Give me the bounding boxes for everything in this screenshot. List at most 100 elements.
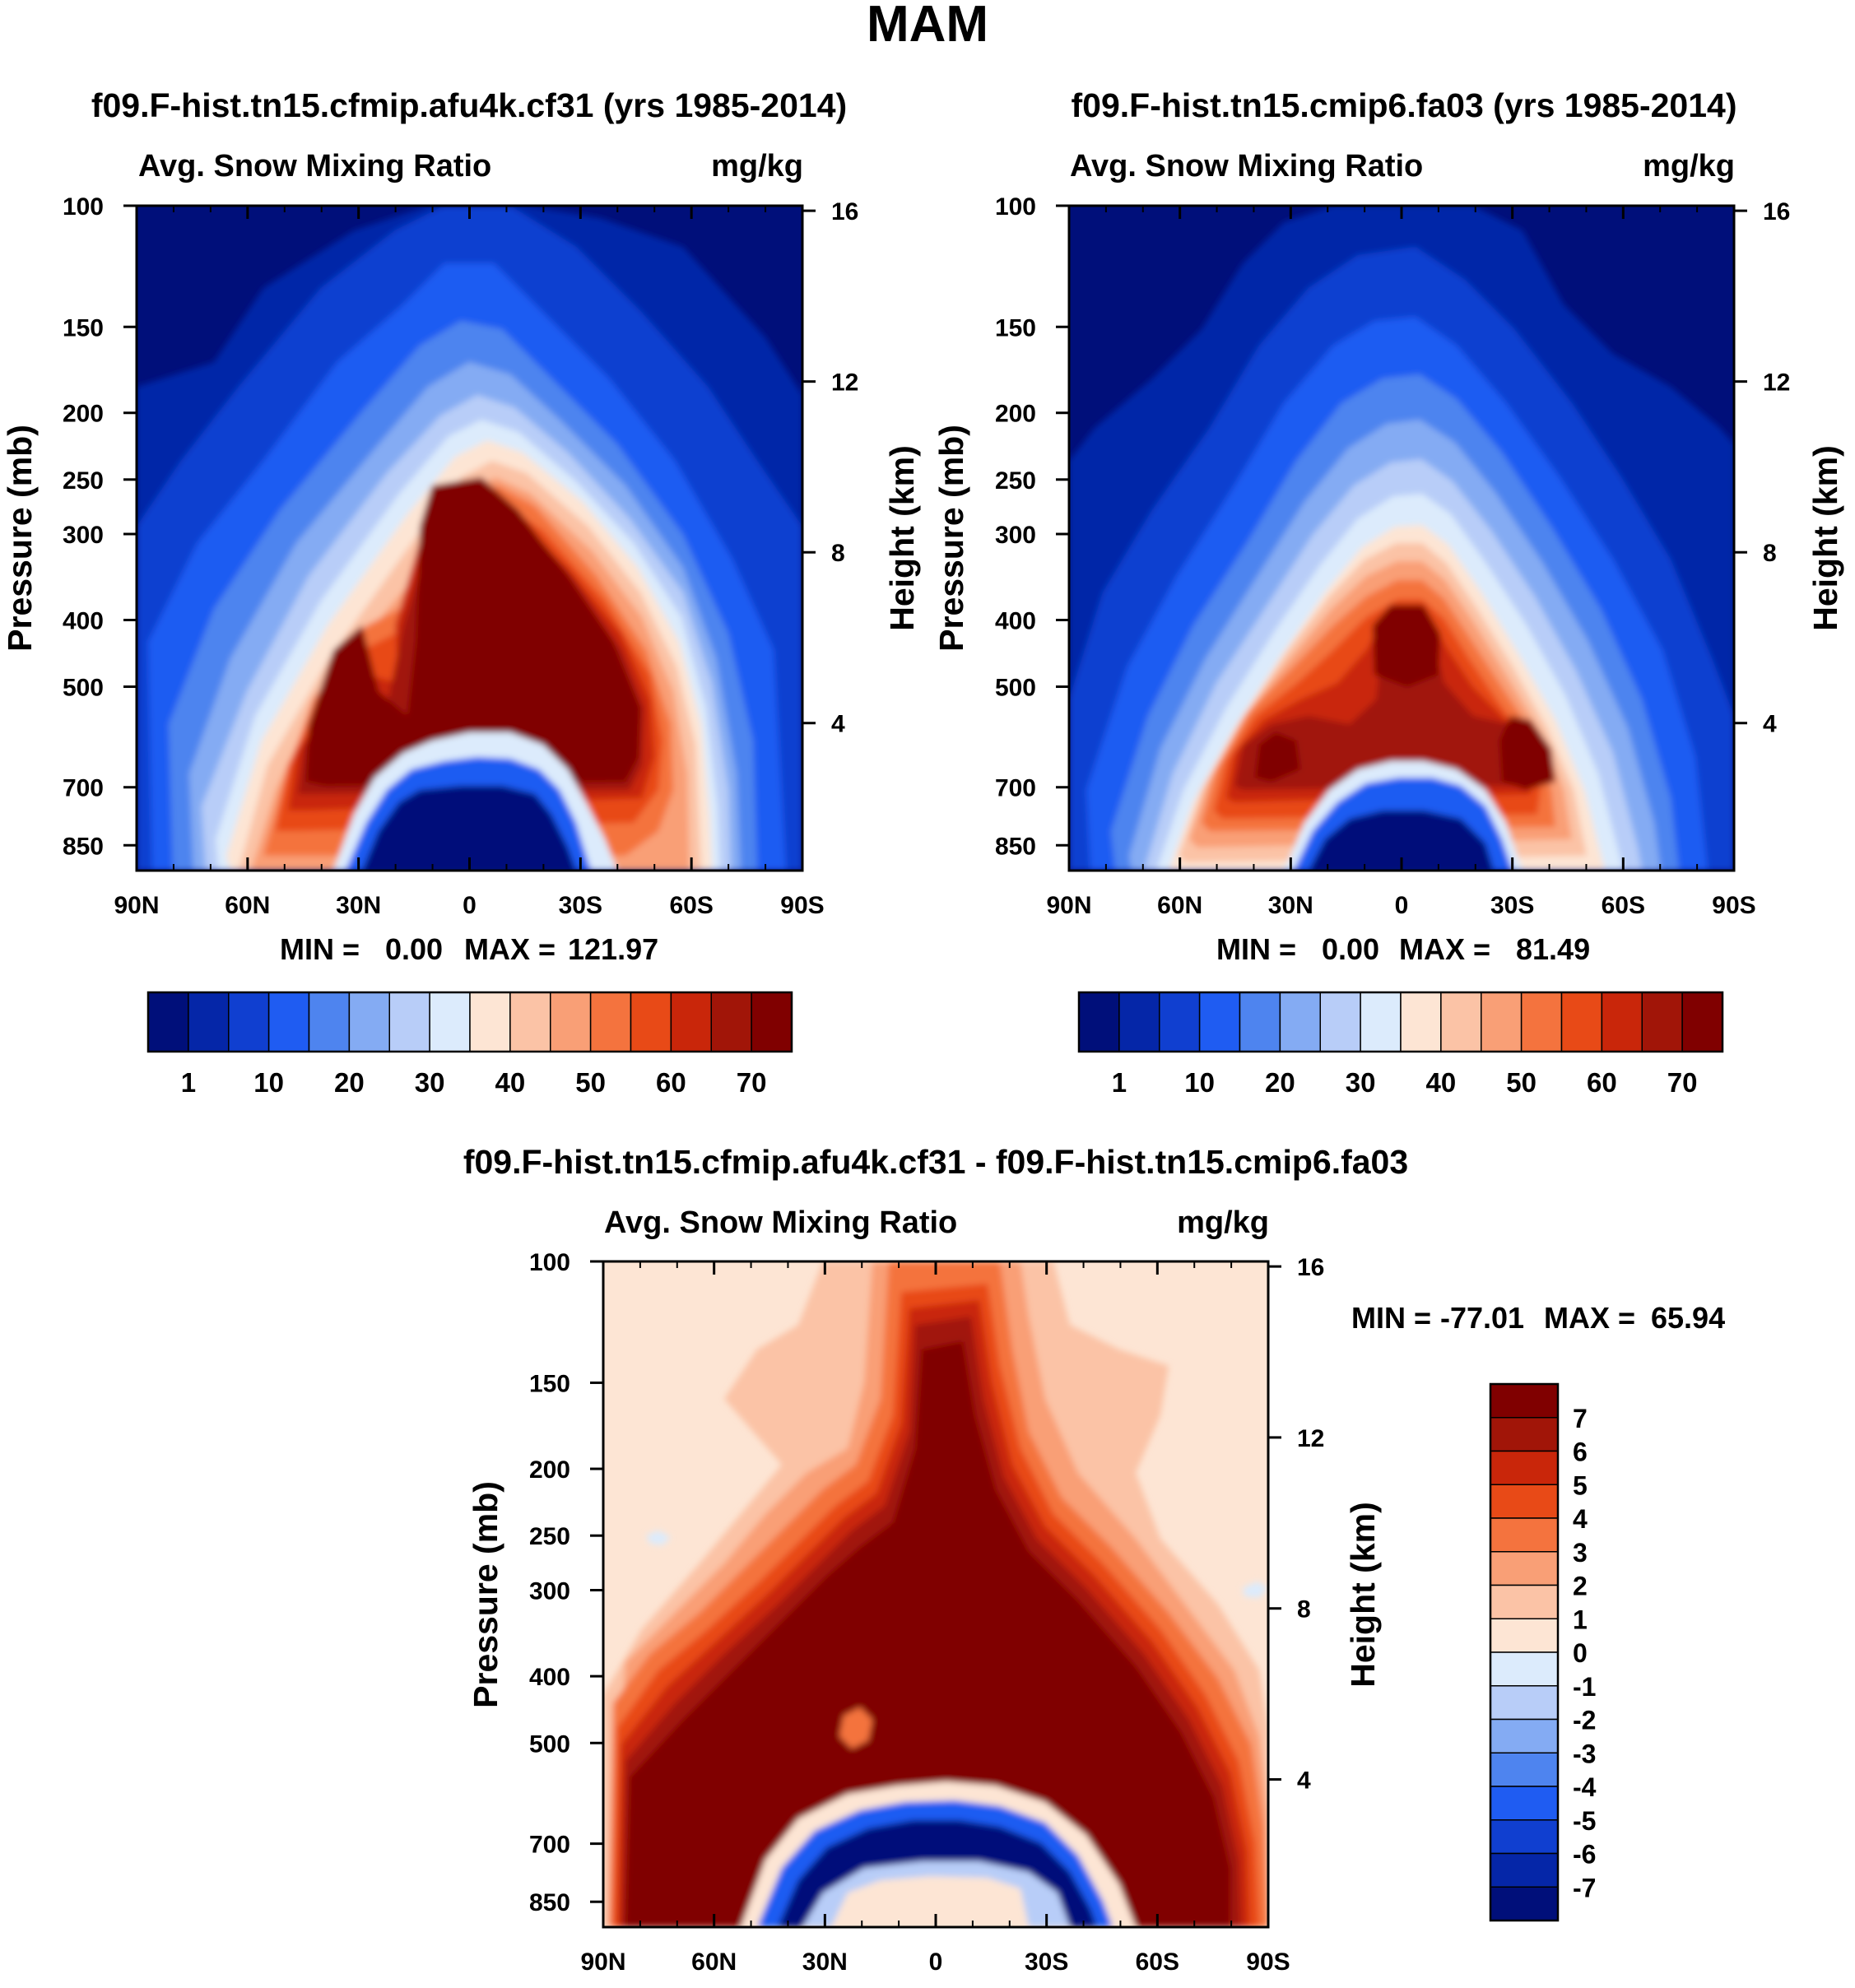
y-pressure-tick-label: 250 [995,467,1036,495]
panel-diff-title: f09.F-hist.tn15.cfmip.afu4k.cf31 - f09.F… [463,1143,1408,1181]
colorbar-label: 0 [1573,1638,1588,1668]
panel-1-colorbar: 1 10 20 30 40 50 60 70 [146,991,793,1098]
figure-title: MAM [867,0,988,53]
panel-1-plot-area [137,206,802,871]
y-height-tick-label: 4 [1763,711,1777,738]
colorbar-swatch [1681,992,1723,1052]
panel-diff-min-value: -77.01 [1440,1301,1524,1335]
panel-1-y-axis-label: Pressure (mb) [1,425,39,652]
y-pressure-tick-label: 100 [529,1249,570,1276]
panel-diff-y-axis-right-label: Height (km) [1344,1502,1382,1688]
colorbar-swatch [1490,1584,1559,1619]
colorbar-label: -4 [1573,1772,1597,1802]
colorbar-swatch [1601,992,1643,1052]
colorbar-swatch [1490,1484,1559,1519]
panel-diff-max-value: 65.94 [1651,1301,1725,1335]
y-pressure-tick-label: 400 [529,1664,570,1691]
y-pressure-tick-label: 400 [63,607,104,634]
colorbar-label: 70 [1667,1067,1698,1098]
colorbar-swatch [630,992,672,1052]
colorbar-swatch [1159,992,1201,1052]
colorbar-swatch [1481,992,1523,1052]
panel-diff-plot-area [603,1261,1268,1927]
colorbar-label: -3 [1573,1739,1596,1768]
x-tick-label: 0 [929,1949,943,1976]
colorbar-swatch [1490,1651,1559,1687]
y-height-tick-label: 8 [831,540,845,567]
x-tick-label: 30N [336,892,381,919]
x-tick-label: 30N [802,1949,848,1976]
y-pressure-tick-label: 300 [63,522,104,549]
colorbar-label: 7 [1573,1404,1588,1433]
colorbar-swatch [188,992,230,1052]
panel-diff-axes: 90N 60N 30N 0 30S 60S 90S 100 150 200 250 300 400 500… [529,1249,1324,1976]
colorbar-swatch [1490,1786,1559,1821]
y-pressure-tick-label: 200 [995,401,1036,428]
panel-diff: f09.F-hist.tn15.cfmip.afu4k.cf31 - f09.F… [463,1143,1725,1976]
y-pressure-tick-label: 150 [529,1370,570,1397]
y-pressure-tick-label: 100 [995,193,1036,221]
colorbar-frame [1489,1382,1560,1922]
panel-1-max-value: 121.97 [568,932,658,966]
colorbar-swatch [308,992,351,1052]
y-pressure-tick-label: 100 [63,193,104,221]
colorbar-swatch [1490,1417,1559,1452]
colorbar-swatch [1319,992,1361,1052]
x-tick-label: 90S [780,892,824,919]
colorbar-label: 60 [1587,1067,1617,1098]
panel-diff-units-label: mg/kg [1177,1205,1269,1240]
y-height-tick-label: 8 [1763,540,1777,567]
colorbar-swatch [147,992,189,1052]
colorbar-swatch [1641,992,1683,1052]
panel-diff-contour-layer [625,1341,1230,1927]
x-tick-label: 60N [691,1949,737,1976]
colorbar-label: 10 [253,1067,284,1098]
y-height-tick-label: 12 [1763,369,1790,397]
panel-2-contour-layer [1373,605,1440,687]
colorbar-label: -7 [1573,1873,1596,1902]
panel-2-max-value: 81.49 [1516,932,1590,966]
x-tick-label: 0 [463,892,477,919]
y-pressure-tick-label: 300 [995,522,1036,549]
panel-1-contour-layer [362,786,576,871]
panel-2-axes: 90N 60N 30N 0 30S 60S 90S 100 150 200 250 300 400 500… [995,193,1790,919]
y-pressure-tick-label: 700 [995,775,1036,802]
colorbar-label: 50 [1506,1067,1537,1098]
colorbar-swatch [267,992,310,1052]
colorbar-swatch [1490,1383,1559,1419]
y-pressure-tick-label: 700 [63,775,104,802]
y-height-tick-label: 8 [1297,1596,1311,1623]
panel-2-colorbar: 1 10 20 30 40 50 60 70 [1077,991,1724,1098]
x-tick-label: 60S [1602,892,1645,919]
colorbar-swatch [1239,992,1281,1052]
panel-1-min-value: 0.00 [385,932,443,966]
colorbar-label: 40 [1426,1067,1457,1098]
panel-diff-stats: MIN = -77.01 MAX = 65.94 [1351,1301,1725,1335]
panel-2-contour-layer [1499,716,1555,790]
x-tick-label: 0 [1395,892,1409,919]
colorbar-swatch [1560,992,1603,1052]
panel-diff-max-label: MAX = [1544,1301,1635,1335]
colorbar-label: 70 [737,1067,767,1098]
y-height-tick-label: 16 [1763,198,1790,225]
panel-diff-contour-layer [1243,1582,1268,1598]
colorbar-frame [1077,991,1724,1053]
colorbar-swatch [1360,992,1402,1052]
y-height-tick-label: 12 [831,369,858,397]
colorbar-label: -5 [1573,1806,1596,1836]
panel-diff-colorbar: 7 6 5 4 3 2 1 0 -1 -2 -3 -4 -5 -6 -7 [1489,1382,1597,1922]
panel-2-stats: MIN = 0.00 MAX = 81.49 [1216,932,1590,966]
colorbar-label: 6 [1573,1438,1588,1467]
colorbar-swatch [1490,1685,1559,1721]
colorbar-label: 40 [495,1067,526,1098]
colorbar-label: 3 [1573,1538,1588,1568]
y-pressure-tick-label: 300 [529,1578,570,1605]
colorbar-label: -6 [1573,1840,1596,1870]
x-tick-label: 60N [1157,892,1202,919]
colorbar-label: -1 [1573,1672,1596,1702]
panel-2-y-axis-right-label: Height (km) [1806,445,1844,631]
x-tick-label: 60S [1136,1949,1179,1976]
colorbar-label: 20 [1265,1067,1295,1098]
colorbar-swatch [1490,1752,1559,1787]
panel-2-contour-layer [1234,613,1523,790]
